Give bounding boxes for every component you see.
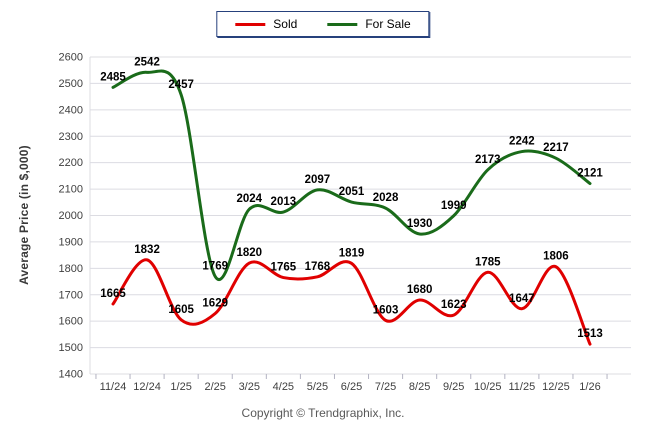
data-label: 2051	[339, 186, 365, 198]
data-label: 1605	[168, 304, 194, 316]
data-label: 2542	[134, 56, 160, 68]
x-tick-label: 11/25	[508, 381, 535, 393]
for-sale-line-swatch	[327, 22, 358, 26]
y-tick-label: 2200	[59, 157, 83, 169]
data-label: 2242	[509, 136, 535, 148]
y-tick-label: 1600	[59, 316, 83, 328]
x-tick-label: 12/25	[542, 381, 570, 393]
x-tick-label: 9/25	[443, 381, 464, 393]
data-label: 1820	[236, 247, 262, 259]
x-tick-label: 5/25	[307, 381, 328, 393]
data-label: 1629	[202, 298, 228, 310]
data-label: 1999	[441, 200, 467, 212]
data-label: 1665	[100, 288, 126, 300]
data-label: 1513	[577, 328, 603, 340]
data-label: 2013	[271, 196, 297, 208]
y-tick-label: 2600	[59, 52, 83, 64]
data-label: 2457	[168, 79, 194, 91]
y-tick-label: 1500	[59, 342, 83, 354]
data-label: 2173	[475, 154, 501, 166]
legend-label-for-sale: For Sale	[365, 17, 411, 31]
y-tick-label: 2100	[59, 184, 83, 196]
y-tick-label: 2500	[59, 78, 83, 90]
series-line-sold	[111, 258, 592, 346]
data-label: 1819	[339, 247, 365, 259]
x-tick-label: 7/25	[375, 381, 396, 393]
data-label: 2024	[236, 193, 262, 205]
y-tick-label: 1800	[59, 263, 83, 275]
data-label: 1647	[509, 293, 535, 305]
y-tick-label: 2000	[59, 210, 83, 222]
data-label: 2097	[305, 174, 331, 186]
data-label: 1930	[407, 218, 433, 230]
y-tick-label: 2300	[59, 131, 83, 143]
x-tick-label: 2/25	[205, 381, 226, 393]
x-tick-label: 1/26	[579, 381, 600, 393]
x-tick-label: 3/25	[239, 381, 260, 393]
x-tick-label: 10/25	[474, 381, 502, 393]
data-label: 2121	[577, 168, 603, 180]
x-tick-label: 4/25	[273, 381, 294, 393]
legend-label-sold: Sold	[273, 17, 298, 31]
y-tick-label: 1900	[59, 236, 83, 248]
x-tick-label: 11/24	[100, 381, 127, 393]
data-label: 1768	[305, 261, 331, 273]
legend-item-sold: Sold	[235, 17, 297, 31]
data-label: 1603	[373, 304, 399, 316]
data-label: 1765	[271, 262, 297, 274]
sold-line-swatch	[235, 22, 266, 26]
data-label: 1623	[441, 299, 467, 311]
copyright-text: Copyright © Trendgraphix, Inc.	[241, 406, 405, 420]
legend-item-for-sale: For Sale	[327, 17, 411, 31]
y-tick-label: 1700	[59, 289, 83, 301]
data-label: 1769	[202, 261, 228, 273]
x-tick-label: 8/25	[409, 381, 430, 393]
data-label: 1680	[407, 284, 433, 296]
x-tick-label: 6/25	[341, 381, 362, 393]
y-tick-label: 1400	[59, 369, 83, 381]
x-tick-label: 1/25	[170, 381, 191, 393]
data-label: 2217	[543, 142, 569, 154]
chart-legend: Sold For Sale	[216, 11, 430, 37]
data-label: 2028	[373, 192, 399, 204]
data-label: 1785	[475, 256, 501, 268]
data-label: 1806	[543, 251, 569, 263]
x-tick-label: 12/24	[133, 381, 161, 393]
data-label: 2485	[100, 71, 126, 83]
data-label: 1832	[134, 244, 160, 256]
series-line-for-sale	[111, 69, 592, 281]
y-tick-label: 2400	[59, 104, 83, 116]
